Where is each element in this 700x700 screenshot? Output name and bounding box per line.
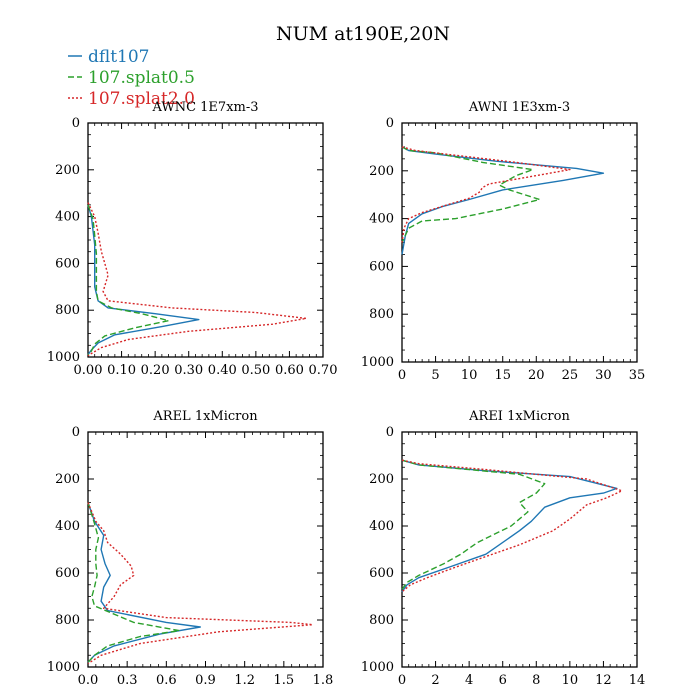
x-tick-label: 4: [465, 673, 473, 688]
x-tick-label: 15: [494, 368, 511, 383]
legend-label: 107.splat2.0: [88, 89, 195, 109]
x-tick-label: 0.9: [195, 673, 216, 688]
panel-title: AREL 1xMicron: [152, 409, 258, 424]
y-tick-label: 0: [386, 116, 394, 131]
x-tick-label: 0.70: [309, 363, 338, 378]
y-tick-label: 600: [55, 566, 80, 581]
series-line-107-splat0-5: [87, 204, 170, 356]
arel-panel: AREL 1xMicron 0.0 0.3 0.6 0.9 1.2 1.5 1.8 0 200 40…: [47, 409, 333, 688]
plot-frame: [401, 122, 638, 363]
legend-entry: dflt107: [68, 47, 150, 67]
series-line-dflt107: [87, 204, 200, 356]
x-tick-label: 0.6: [156, 673, 177, 688]
y-tick-label: 0: [386, 425, 394, 440]
awni-panel: AWNI 1E3xm-3 0 5 10 15 20 25 30 35 0 200 400 600 800 1…: [361, 100, 645, 383]
x-tick-label: 10: [461, 368, 478, 383]
legend: dflt107 107.splat0.5 107.splat2.0: [68, 47, 195, 109]
x-tick-label: 0.50: [241, 363, 270, 378]
x-tick-label: 6: [499, 673, 507, 688]
series-line-dflt107: [401, 459, 618, 593]
series-line-dflt107: [87, 502, 202, 663]
x-tick-label: 0.60: [275, 363, 304, 378]
x-tick-label: 0: [398, 368, 406, 383]
x-tick-label: 0.20: [141, 363, 170, 378]
x-tick-label: 0: [398, 673, 406, 688]
y-tick-label: 200: [55, 163, 80, 178]
y-tick-label: 1000: [47, 660, 80, 675]
x-tick-label: 0.30: [174, 363, 203, 378]
x-tick-label: 0.10: [107, 363, 136, 378]
y-tick-label: 600: [55, 256, 80, 271]
y-tick-label: 400: [369, 519, 394, 534]
panel-title: AREI 1xMicron: [468, 409, 570, 424]
y-tick-label: 0: [72, 116, 80, 131]
x-tick-label: 25: [562, 368, 579, 383]
x-tick-label: 10: [562, 673, 579, 688]
legend-entry: 107.splat2.0: [68, 89, 195, 109]
x-tick-label: 0.40: [208, 363, 237, 378]
y-tick-label: 600: [369, 566, 394, 581]
y-tick-label: 200: [369, 472, 394, 487]
legend-entry: 107.splat0.5: [68, 68, 195, 88]
series-line-107-splat2-0: [401, 459, 623, 593]
legend-label: dflt107: [88, 47, 150, 67]
y-tick-label: 400: [55, 519, 80, 534]
legend-label: 107.splat0.5: [88, 68, 195, 88]
y-tick-label: 400: [369, 212, 394, 227]
panel-title: AWNI 1E3xm-3: [468, 100, 570, 115]
y-tick-label: 200: [55, 472, 80, 487]
arei-panel: AREI 1xMicron 0 2 4 6 8 10 12 14 0 200 400 600 800 100…: [361, 409, 645, 688]
y-tick-label: 1000: [47, 350, 80, 365]
y-tick-label: 600: [369, 259, 394, 274]
series-line-107-splat0-5: [87, 502, 181, 663]
series-line-107-splat2-0: [87, 202, 307, 357]
series-line-107-splat0-5: [401, 146, 541, 243]
series-line-107-splat0-5: [401, 459, 546, 590]
x-tick-label: 20: [528, 368, 545, 383]
x-tick-label: 14: [629, 673, 646, 688]
y-tick-label: 800: [369, 613, 394, 628]
y-tick-label: 200: [369, 164, 394, 179]
y-tick-label: 1000: [361, 660, 394, 675]
x-tick-label: 0.3: [117, 673, 138, 688]
x-tick-label: 1.2: [234, 673, 255, 688]
y-tick-label: 800: [369, 307, 394, 322]
x-tick-label: 1.8: [313, 673, 334, 688]
x-tick-label: 0.0: [78, 673, 99, 688]
x-tick-label: 35: [629, 368, 646, 383]
series-line-107-splat2-0: [87, 502, 314, 665]
x-tick-label: 1.5: [273, 673, 294, 688]
x-tick-label: 5: [431, 368, 439, 383]
series-line-dflt107: [401, 146, 605, 255]
y-tick-label: 800: [55, 613, 80, 628]
plot-frame: [87, 431, 324, 668]
figure-title: NUM at190E,20N: [276, 23, 450, 45]
x-tick-label: 2: [431, 673, 439, 688]
y-tick-label: 1000: [361, 355, 394, 370]
y-tick-label: 400: [55, 210, 80, 225]
y-tick-label: 800: [55, 303, 80, 318]
x-tick-label: 0.00: [74, 363, 103, 378]
y-tick-label: 0: [72, 425, 80, 440]
x-tick-label: 12: [595, 673, 612, 688]
x-tick-label: 30: [595, 368, 612, 383]
panel-title: AWNC 1E7xm-3: [151, 100, 258, 115]
x-tick-label: 8: [532, 673, 540, 688]
awnc-panel: AWNC 1E7xm-3 0.00 0.10 0.20 0.30 0.40 0.50 0.60…: [47, 100, 338, 378]
